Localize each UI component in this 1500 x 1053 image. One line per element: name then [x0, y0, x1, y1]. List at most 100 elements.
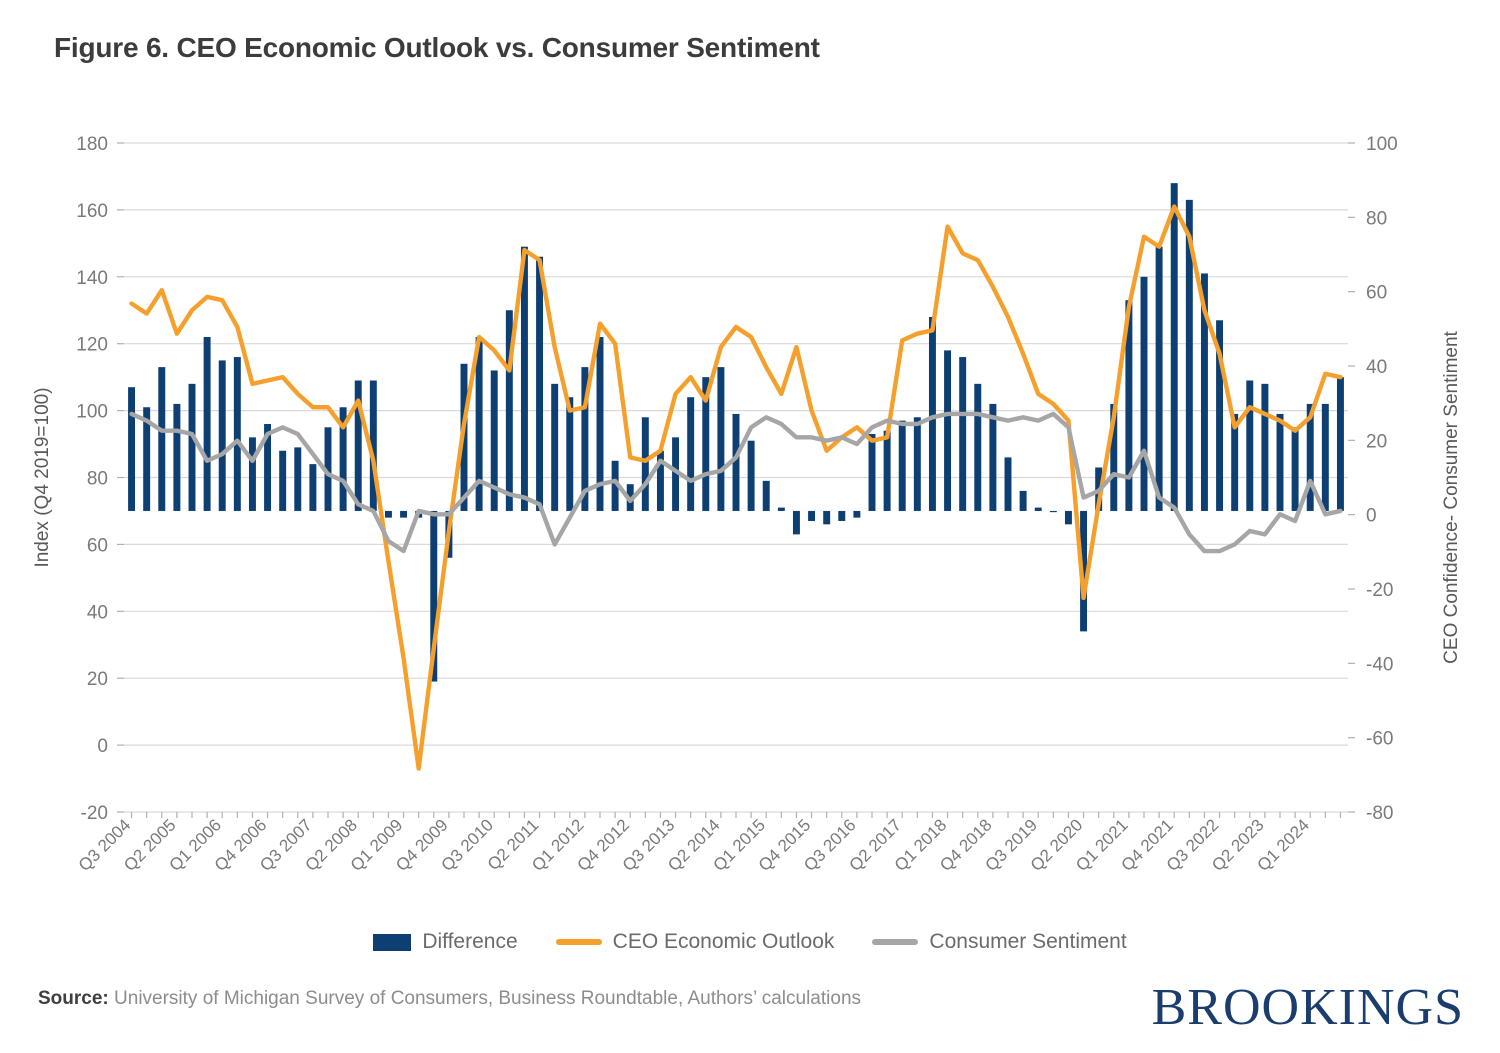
difference-bar [1110, 403, 1118, 511]
y2-axis-tick-label: 0 [1366, 506, 1377, 527]
difference-bar [823, 510, 831, 525]
difference-bar [1321, 403, 1329, 511]
brookings-logo: BROOKINGS [1151, 979, 1464, 1036]
y2-axis-tick-label: -80 [1366, 803, 1393, 824]
difference-bar [248, 437, 256, 511]
y-axis-tick-label: 60 [87, 535, 108, 556]
difference-bar [898, 420, 906, 511]
line-consumer-sentiment [129, 411, 1343, 554]
difference-bar [913, 417, 921, 511]
difference-bar [128, 387, 136, 511]
y2-axis-tick-label: 80 [1366, 208, 1387, 229]
difference-bar [400, 510, 408, 518]
difference-bar [974, 383, 982, 511]
y-axis-tick-label: 180 [76, 134, 108, 155]
difference-bar [581, 367, 589, 511]
difference-bar [1064, 510, 1072, 525]
difference-bar [490, 370, 498, 511]
difference-bar [732, 413, 740, 511]
difference-bar [218, 360, 226, 511]
difference-bar [1231, 413, 1239, 511]
difference-bar [475, 337, 483, 511]
y2-axis-tick-label: -40 [1366, 654, 1393, 675]
difference-bar [354, 380, 362, 511]
difference-bar [1200, 273, 1208, 511]
y-axis-tick-label: 80 [87, 469, 108, 490]
difference-bar [1261, 383, 1269, 511]
difference-bar [611, 460, 619, 511]
y-axis-tick-label: 120 [76, 335, 108, 356]
difference-bar [173, 403, 181, 511]
difference-bar [792, 510, 800, 535]
difference-bar [853, 510, 861, 518]
difference-bar [1216, 320, 1224, 511]
difference-bar [672, 437, 680, 511]
difference-bar [279, 450, 287, 511]
difference-bar [928, 316, 936, 511]
difference-bar [1019, 490, 1027, 511]
source-text: University of Michigan Survey of Consume… [108, 988, 862, 1009]
y-axis-tick-label: 160 [76, 201, 108, 222]
source-note: Source: University of Michigan Survey of… [38, 985, 898, 1013]
difference-bar [1170, 183, 1178, 511]
difference-bar [944, 350, 952, 511]
difference-bar [1004, 457, 1012, 511]
y2-axis-tick-label: -60 [1366, 729, 1393, 750]
difference-bar [551, 383, 559, 511]
difference-bar [883, 430, 891, 511]
difference-bar [384, 510, 392, 518]
difference-bar [989, 403, 997, 511]
y2-axis-tick-label: -20 [1366, 580, 1393, 601]
difference-bar [747, 440, 755, 511]
page-title: Figure 6. CEO Economic Outlook vs. Consu… [54, 32, 820, 63]
y2-axis-tick-label: 60 [1366, 283, 1387, 304]
difference-bar [188, 383, 196, 511]
difference-bar [717, 367, 725, 511]
difference-bar [641, 417, 649, 511]
y-axis-tick-label: -20 [81, 803, 108, 824]
difference-bar [687, 397, 695, 511]
difference-bar [430, 510, 438, 682]
difference-bar [1155, 246, 1163, 511]
difference-bar [1276, 413, 1284, 511]
y-axis-tick-label: 20 [87, 669, 108, 690]
difference-bar [1185, 199, 1193, 511]
difference-bar [596, 337, 604, 511]
difference-bar [294, 447, 302, 511]
y2-axis-tick-label: 40 [1366, 357, 1387, 378]
difference-bar [264, 423, 272, 511]
difference-bar [1336, 377, 1344, 511]
difference-bar [1291, 427, 1299, 511]
y-axis-tick-label: 0 [97, 736, 108, 757]
difference-bar [1049, 510, 1057, 513]
y-axis-tick-label: 140 [76, 268, 108, 289]
difference-bar [1125, 300, 1133, 511]
difference-bar [1306, 403, 1314, 511]
difference-bar [369, 380, 377, 511]
y2-axis-tick-label: 20 [1366, 431, 1387, 452]
difference-bar [324, 427, 332, 511]
difference-bar [1246, 380, 1254, 511]
difference-bar [762, 480, 770, 511]
difference-bar [566, 397, 574, 511]
y-axis-title: Index (Q4 2019=100) [32, 387, 53, 567]
difference-bar [536, 256, 544, 511]
difference-bar [1140, 276, 1148, 511]
y-axis-tick-label: 100 [76, 402, 108, 423]
difference-bar [143, 407, 151, 511]
difference-bar [309, 464, 317, 511]
difference-bar [158, 367, 166, 511]
difference-bar [1034, 507, 1042, 511]
y-axis-tick-label: 40 [87, 602, 108, 623]
line-ceo-economic-outlook [129, 204, 1343, 771]
difference-bar [656, 450, 664, 511]
difference-bar [838, 510, 846, 521]
difference-bar [868, 434, 876, 511]
y2-axis-tick-label: 100 [1366, 134, 1398, 155]
difference-bar [203, 337, 211, 511]
difference-bar [702, 377, 710, 511]
y2-axis-title: CEO Confidence- Consumer Sentiment [1441, 330, 1462, 663]
difference-bar [1080, 510, 1088, 632]
